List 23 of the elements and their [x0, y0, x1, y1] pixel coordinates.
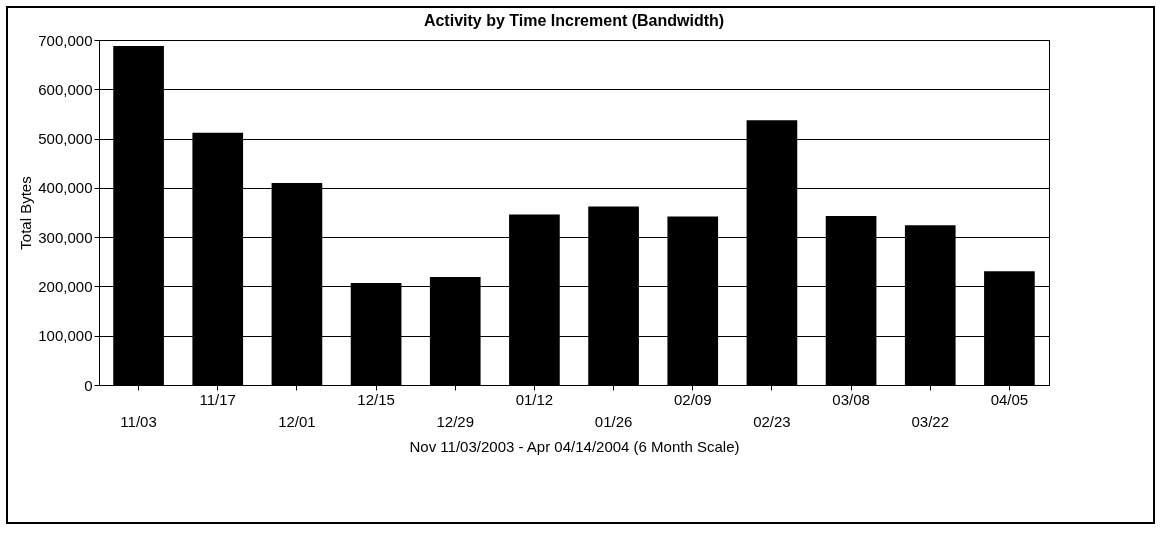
y-tick-label: 500,000 — [38, 130, 93, 148]
x-tick-label: 02/23 — [753, 412, 791, 430]
x-tick-label: 04/05 — [990, 390, 1029, 408]
x-tick-label: 01/26 — [594, 412, 633, 430]
y-tick-label: 0 — [84, 376, 93, 394]
y-tick-label: 600,000 — [38, 80, 93, 98]
y-axis-title: Total Bytes — [17, 176, 35, 250]
x-tick-label: 11/03 — [120, 412, 157, 430]
x-tick-label: 02/09 — [673, 390, 712, 408]
y-tick-label: 300,000 — [38, 228, 93, 246]
x-axis-title: Nov 11/03/2003 - Apr 04/14/2004 (6 Month Scale) — [409, 437, 740, 455]
x-tick-label: 12/29 — [436, 412, 475, 430]
y-tick-label: 100,000 — [38, 327, 93, 345]
x-tick-label: 12/15 — [357, 390, 395, 408]
y-tick-label: 400,000 — [38, 179, 93, 197]
x-tick-label: 01/12 — [515, 390, 554, 408]
x-tick-label: 03/08 — [832, 390, 870, 408]
y-tick-label: 200,000 — [38, 277, 93, 295]
x-tick-label: 12/01 — [278, 412, 316, 430]
chart-title: Activity by Time Increment (Bandwidth) — [423, 12, 725, 29]
y-tick-label: 700,000 — [38, 31, 93, 49]
x-tick-label: 03/22 — [911, 412, 950, 430]
x-tick-label: 11/17 — [199, 390, 236, 408]
